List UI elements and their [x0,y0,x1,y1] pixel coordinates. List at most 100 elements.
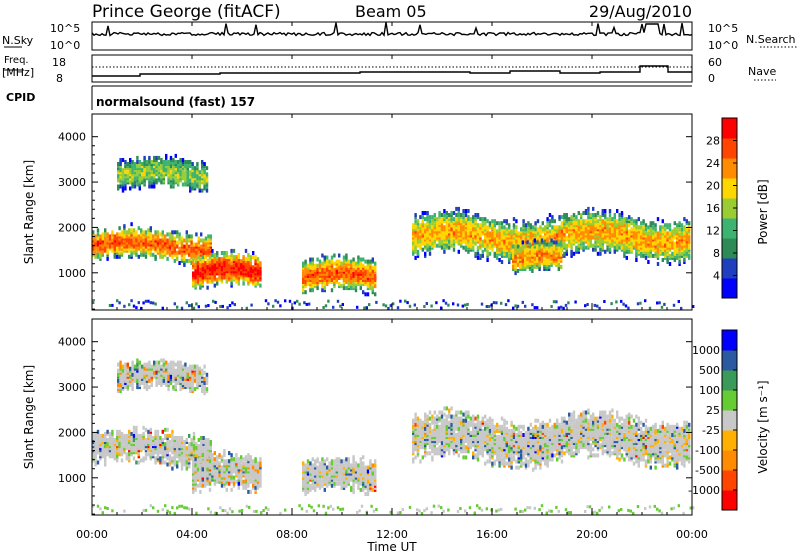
echo-cell [169,366,173,371]
echo-cell [340,263,343,268]
echo-cell [330,288,334,293]
echo-cell [104,436,107,440]
echo-cell [632,229,636,234]
echo-cell [589,219,592,224]
echo-cell [211,279,214,284]
echo-cell [144,442,148,447]
echo-cell [371,288,374,293]
echo-cell [460,239,463,244]
echo-cell [668,223,672,228]
echo-cell [162,381,165,385]
echo-cell [181,170,185,175]
echo-cell [119,168,122,173]
echo-cell [594,229,597,234]
echo-cell [673,241,676,246]
echo-cell [357,259,360,264]
echo-cell [154,436,157,440]
echo-cell [539,237,542,242]
echo-cell [156,433,160,438]
echo-cell [196,385,199,390]
echo-cell [225,471,228,476]
echo-cell [538,260,541,265]
echo-cell [491,219,494,224]
echo-cell [121,168,125,173]
echo-cell [180,460,184,465]
echo-cell [118,246,121,251]
echo-cell [96,242,100,247]
echo-cell [176,256,179,261]
echo-cell [455,225,458,230]
echo-cell [191,168,194,173]
echo-cell [92,442,95,447]
echo-cell [124,182,127,187]
echo-cell [557,242,560,247]
echo-cell [529,223,532,228]
echo-cell [599,243,602,248]
echo-cell [589,215,592,220]
echo-cell [123,232,126,237]
echo-cell [486,253,489,258]
echo-cell [316,267,319,272]
echo-cell [632,233,636,238]
echo-cell [556,229,559,234]
echo-cell [524,229,528,234]
echo-cell [232,275,236,280]
echo-cell [101,242,104,247]
echo-cell [484,233,487,238]
echo-cell [168,456,172,461]
echo-cell [412,239,415,244]
echo-cell [362,290,365,295]
echo-cell [135,236,138,241]
echo-cell [205,182,209,187]
echo-cell [464,219,468,224]
echo-cell [455,206,458,211]
echo-cell [323,255,326,260]
echo-cell [311,284,314,289]
echo-cell [528,256,532,261]
echo-cell [546,229,549,234]
echo-cell [94,446,97,451]
echo-cell [148,385,151,390]
echo-cell [503,249,506,254]
ground-scatter-cell [161,306,164,310]
echo-cell [164,238,167,243]
echo-cell [153,172,156,177]
colorbar-tick-label: 20 [706,180,720,193]
echo-cell [652,247,655,252]
echo-cell [162,358,165,363]
echo-cell [194,479,197,484]
echo-cell [108,234,112,239]
echo-cell [606,229,609,234]
echo-cell [572,219,576,224]
echo-cell [311,278,314,282]
echo-cell [172,376,175,381]
echo-cell [137,242,140,247]
echo-cell [180,252,184,257]
echo-cell [247,255,250,260]
echo-cell [536,227,540,232]
echo-cell [445,233,448,238]
echo-cell [414,219,417,224]
echo-cell [209,234,212,239]
echo-cell [555,240,558,245]
echo-cell [374,273,377,278]
echo-cell [321,288,324,293]
echo-cell [216,255,219,260]
echo-cell [142,246,145,251]
power-echo-cells [92,153,695,310]
echo-cell [543,267,546,271]
echo-cell [216,461,219,466]
echo-cell [199,479,202,484]
echo-cell [577,239,580,244]
echo-cell [207,442,210,447]
echo-cell [433,243,436,248]
echo-cell [524,233,528,238]
echo-cell [476,223,480,228]
echo-cell [443,213,446,217]
noise-right-tick-top: 10^5 [708,22,738,35]
echo-cell [316,257,319,262]
echo-cell [157,155,161,160]
echo-cell [536,244,539,249]
echo-cell [592,206,595,211]
echo-cell [204,246,208,251]
